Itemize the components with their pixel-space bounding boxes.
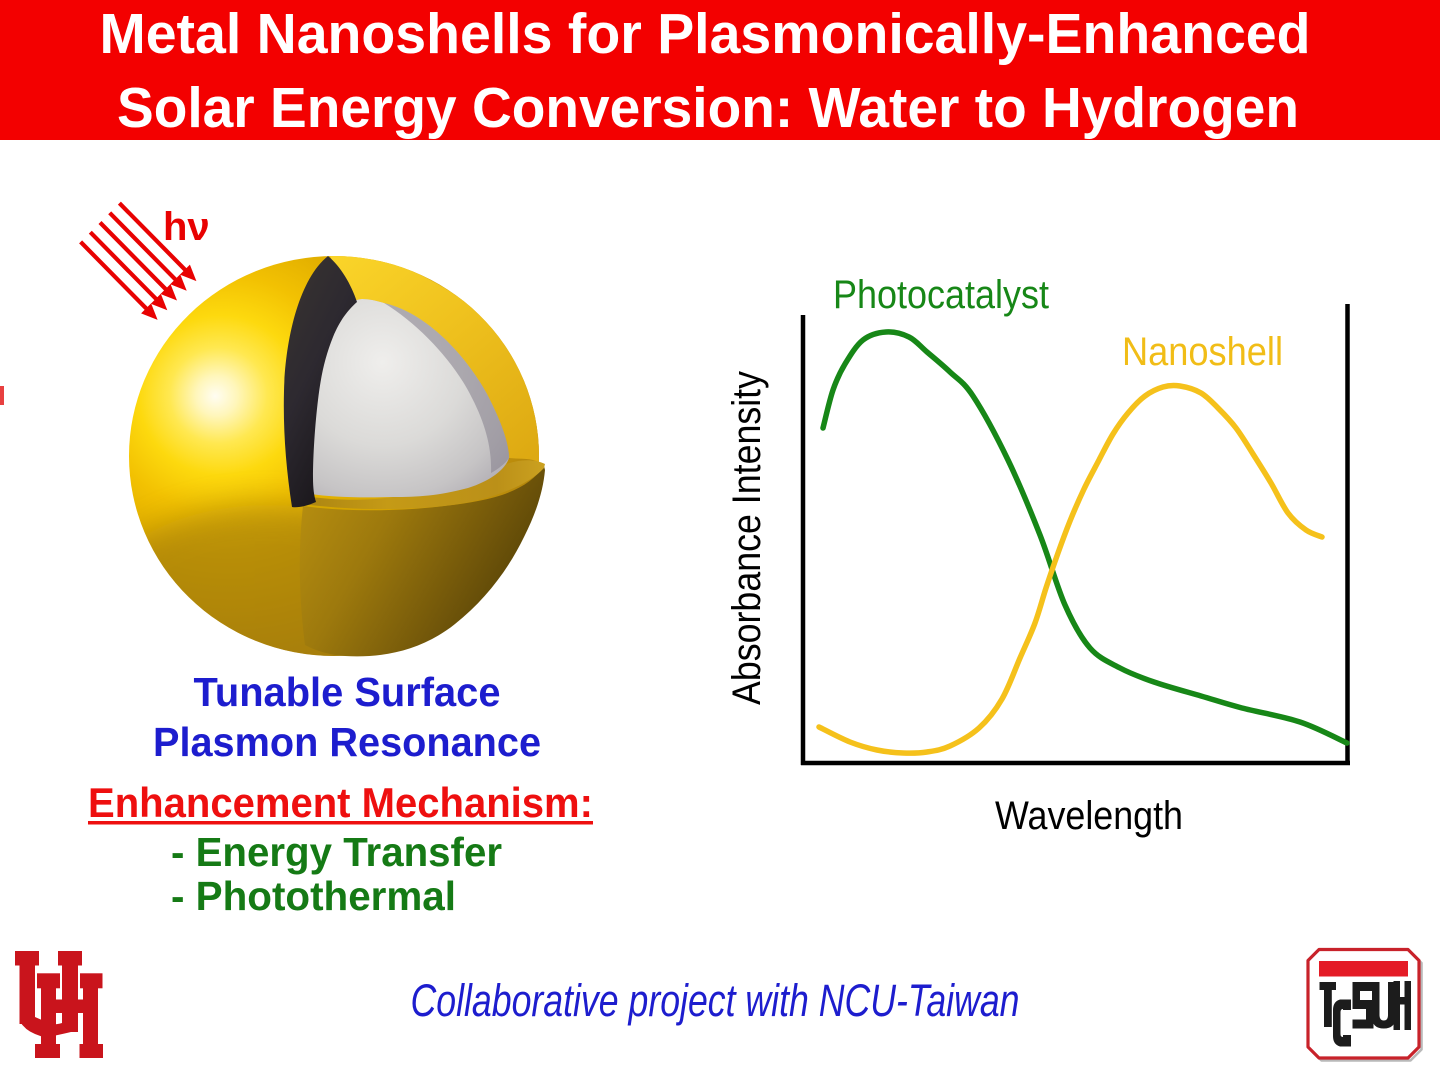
- svg-text:hν: hν: [163, 205, 210, 249]
- svg-text:Plasmon Resonance: Plasmon Resonance: [153, 719, 541, 765]
- svg-text:Tunable Surface: Tunable Surface: [194, 669, 501, 715]
- svg-text:Photocatalyst: Photocatalyst: [833, 273, 1049, 317]
- svg-text:Metal Nanoshells for Plasmonic: Metal Nanoshells for Plasmonically-Enhan…: [100, 2, 1311, 66]
- svg-text:Absorbance Intensity: Absorbance Intensity: [725, 371, 769, 705]
- svg-text:Wavelength: Wavelength: [995, 794, 1183, 838]
- svg-text:Solar Energy Conversion: Water: Solar Energy Conversion: Water to Hydrog…: [117, 76, 1299, 140]
- svg-text:- Energy Transfer: - Energy Transfer: [171, 829, 502, 875]
- svg-text:Nanoshell: Nanoshell: [1122, 330, 1283, 374]
- svg-text:- Photothermal: - Photothermal: [171, 873, 456, 919]
- svg-text:Enhancement Mechanism:: Enhancement Mechanism:: [88, 779, 593, 826]
- svg-text:Collaborative project with NCU: Collaborative project with NCU-Taiwan: [411, 975, 1020, 1026]
